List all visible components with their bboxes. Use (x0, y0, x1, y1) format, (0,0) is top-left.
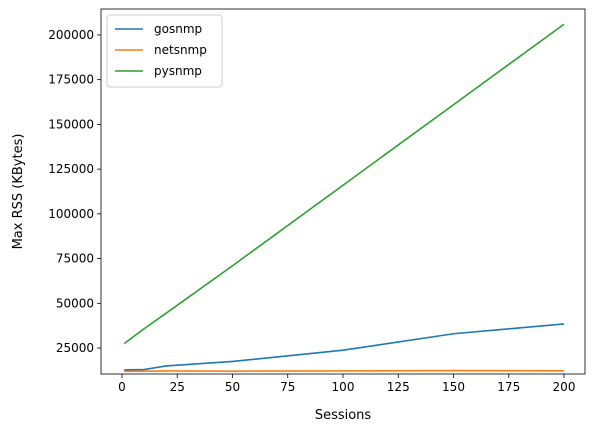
series-line-netsnmp (124, 369, 565, 373)
x-axis: 0 25 50 75 100 125 150 175 200 (118, 374, 575, 394)
y-axis: 25000 50000 75000 100000 125000 150000 175000 2… (48, 28, 101, 355)
legend-label-pysnmp: pysnmp (154, 64, 202, 78)
x-tick-label: 100 (332, 380, 355, 394)
legend-label-netsnmp: netsnmp (154, 43, 207, 57)
y-tick-label: 200000 (48, 28, 94, 42)
x-tick-label: 25 (170, 380, 185, 394)
y-tick-label: 100000 (48, 207, 94, 221)
x-tick-label: 125 (387, 380, 410, 394)
series-line-gosnmp (124, 323, 565, 371)
legend-box (106, 14, 223, 88)
legend-label-gosnmp: gosnmp (154, 22, 202, 36)
y-tick-label: 75000 (56, 252, 94, 266)
x-tick-label: 50 (225, 380, 240, 394)
y-tick-label: 150000 (48, 117, 94, 131)
y-tick-label: 50000 (56, 296, 94, 310)
series-layer (123, 23, 565, 373)
y-tick-label: 25000 (56, 341, 94, 355)
y-tick-label: 175000 (48, 73, 94, 87)
x-tick-label: 150 (442, 380, 465, 394)
x-tick-label: 0 (118, 380, 126, 394)
y-axis-label: Max RSS (KBytes) (11, 134, 26, 250)
x-tick-label: 200 (553, 380, 576, 394)
y-tick-label: 125000 (48, 162, 94, 176)
legend: gosnmp netsnmp pysnmp (106, 14, 223, 88)
series-line-pysnmp (123, 23, 565, 345)
x-axis-label: Sessions (315, 408, 372, 423)
x-tick-label: 75 (280, 380, 295, 394)
x-tick-label: 175 (497, 380, 520, 394)
